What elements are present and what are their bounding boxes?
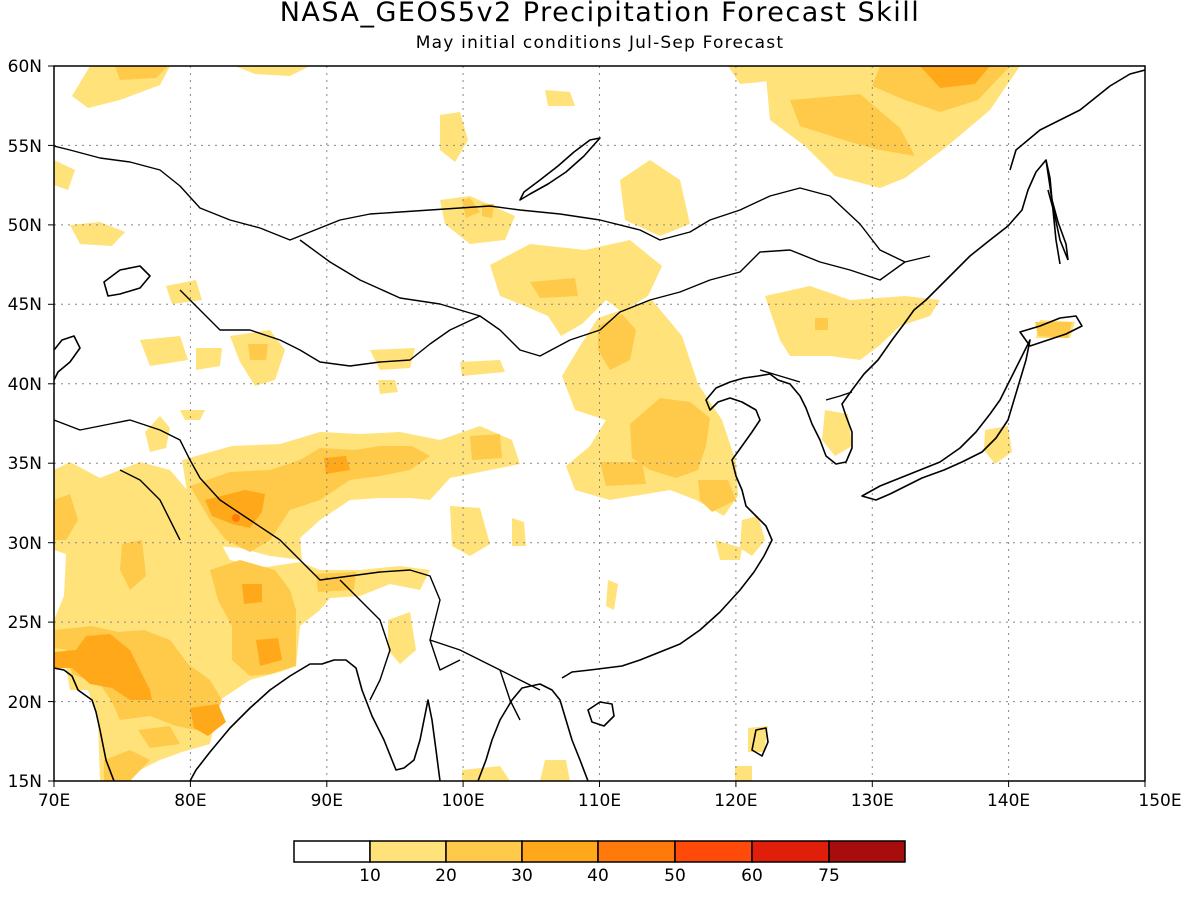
lon-label: 150E bbox=[1138, 791, 1181, 811]
skill-level-30-40 bbox=[54, 66, 990, 736]
skill-shading bbox=[54, 66, 1075, 781]
lat-label: 20N bbox=[8, 693, 42, 713]
map-gridlines bbox=[54, 66, 1145, 781]
lat-label: 40N bbox=[8, 375, 42, 395]
colorbar-swatch bbox=[445, 840, 523, 863]
lon-label: 80E bbox=[174, 791, 206, 811]
colorbar-swatch bbox=[751, 840, 830, 863]
colorbar-label: 40 bbox=[587, 866, 609, 886]
lat-labels: 15N 20N 25N 30N 35N 40N 45N 50N 55N 60N bbox=[8, 57, 42, 792]
colorbar-label: 20 bbox=[435, 866, 457, 886]
lat-label: 25N bbox=[8, 613, 42, 633]
colorbar-swatch bbox=[674, 840, 753, 863]
lat-label: 60N bbox=[8, 57, 42, 77]
lon-label: 140E bbox=[987, 791, 1030, 811]
lon-label: 120E bbox=[714, 791, 757, 811]
lat-label: 15N bbox=[8, 772, 42, 792]
lat-label: 45N bbox=[8, 295, 42, 315]
lon-label: 70E bbox=[38, 791, 70, 811]
colorbar-swatch bbox=[828, 840, 906, 863]
colorbar-swatch bbox=[369, 840, 447, 863]
lon-label: 90E bbox=[311, 791, 343, 811]
lon-labels: 70E 80E 90E 100E 110E 120E 130E 140E 150… bbox=[38, 791, 1182, 811]
colorbar-label: 30 bbox=[511, 866, 533, 886]
map-title: NASA_GEOS5v2 Precipitation Forecast Skil… bbox=[279, 0, 921, 28]
lon-label: 100E bbox=[441, 791, 484, 811]
colorbar-swatch bbox=[521, 840, 599, 863]
lat-label: 55N bbox=[8, 137, 42, 157]
colorbar-swatch bbox=[293, 840, 371, 863]
colorbar: 10 20 30 40 50 60 75 bbox=[293, 840, 906, 886]
colorbar-swatch bbox=[597, 840, 676, 863]
skill-level-40-50 bbox=[232, 514, 240, 522]
lat-label: 30N bbox=[8, 534, 42, 554]
colorbar-label: 75 bbox=[818, 866, 840, 886]
lon-label: 110E bbox=[578, 791, 621, 811]
axis-ticks bbox=[48, 65, 1146, 787]
map-subtitle: May initial conditions Jul-Sep Forecast bbox=[415, 33, 785, 53]
lon-label: 130E bbox=[851, 791, 894, 811]
colorbar-label: 10 bbox=[359, 866, 381, 886]
colorbar-label: 60 bbox=[741, 866, 763, 886]
lat-label: 35N bbox=[8, 454, 42, 474]
coastlines bbox=[54, 69, 1145, 781]
political-borders bbox=[54, 145, 931, 721]
colorbar-label: 50 bbox=[664, 866, 686, 886]
lat-label: 50N bbox=[8, 216, 42, 236]
